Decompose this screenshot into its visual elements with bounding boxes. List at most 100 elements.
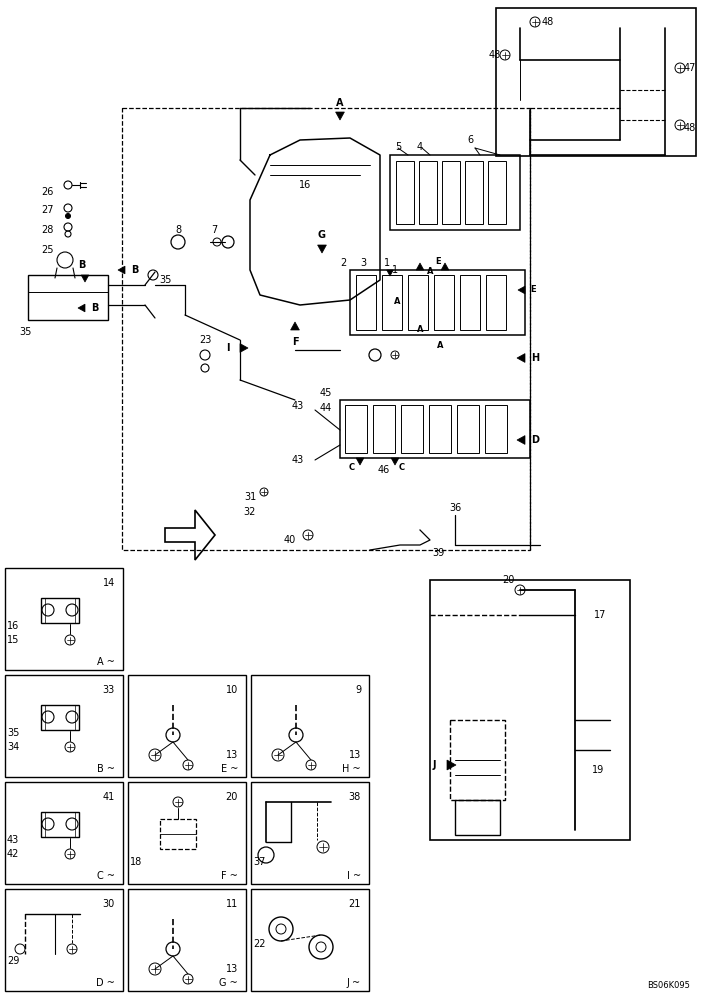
Bar [356,275,376,330]
Text: 31: 31 [244,492,256,502]
Text: 41: 41 [103,792,115,802]
Text: 8: 8 [175,225,181,235]
Polygon shape [447,760,456,770]
Text: 3: 3 [360,258,366,268]
Text: 39: 39 [432,548,444,558]
Polygon shape [291,322,299,330]
Text: 16: 16 [7,621,19,631]
Polygon shape [318,245,327,253]
Polygon shape [441,263,449,270]
Text: 18: 18 [130,857,142,867]
Text: C: C [399,462,405,472]
Text: 45: 45 [320,388,332,398]
Polygon shape [356,458,364,465]
Text: 43: 43 [292,455,304,465]
Text: H ~: H ~ [342,764,361,774]
Polygon shape [81,275,89,282]
Text: 35: 35 [159,275,171,285]
Text: B: B [78,260,86,270]
Polygon shape [517,436,525,444]
Text: 11: 11 [226,899,238,909]
Text: 43: 43 [7,835,19,845]
Text: J ~: J ~ [347,978,361,988]
Text: 27: 27 [41,205,54,215]
Text: 21: 21 [348,899,361,909]
Text: 5: 5 [395,142,401,152]
Text: D ~: D ~ [96,978,115,988]
Text: A: A [417,326,423,334]
Text: 9: 9 [355,685,361,695]
Text: 38: 38 [348,792,361,802]
Bar [429,405,451,453]
Text: D: D [531,435,539,445]
Bar [5,675,123,777]
Text: 46: 46 [378,465,390,475]
Text: 48: 48 [684,123,696,133]
Text: 42: 42 [7,849,19,859]
Text: 26: 26 [41,187,54,197]
Text: 35: 35 [7,728,19,738]
Bar [430,580,630,840]
Text: A: A [427,267,433,276]
Text: A: A [337,98,344,108]
Bar [408,275,428,330]
Text: 4: 4 [417,142,423,152]
Text: B: B [132,265,139,275]
Text: 29: 29 [7,956,19,966]
Polygon shape [336,112,344,120]
Bar [128,889,246,991]
Text: B: B [92,303,99,313]
Bar [455,800,500,835]
Bar [465,161,483,224]
Polygon shape [240,344,248,352]
Text: 1: 1 [384,258,390,268]
Text: 13: 13 [348,750,361,760]
Text: A: A [436,340,444,350]
Text: 7: 7 [211,225,217,235]
Bar [390,155,520,230]
Text: 15: 15 [7,635,19,645]
Bar [350,270,525,335]
Polygon shape [78,304,85,312]
Text: 10: 10 [226,685,238,695]
Text: G ~: G ~ [219,978,238,988]
Bar [251,889,369,991]
Text: E: E [530,286,536,294]
Polygon shape [118,266,125,274]
Text: 35: 35 [19,327,31,337]
Polygon shape [416,263,424,270]
Bar [251,675,369,777]
Text: 17: 17 [593,610,606,620]
Text: 20: 20 [225,792,238,802]
Text: A ~: A ~ [97,657,115,667]
Bar [340,400,530,458]
Bar [41,812,79,836]
Bar [485,405,507,453]
Bar [442,161,460,224]
Bar [41,597,79,622]
Circle shape [65,214,70,219]
Text: 40: 40 [284,535,296,545]
Text: 33: 33 [103,685,115,695]
Bar [160,819,196,849]
Text: 34: 34 [7,742,19,752]
Text: 1: 1 [392,265,398,275]
Text: 14: 14 [103,578,115,588]
Text: 47: 47 [684,63,696,73]
Text: I ~: I ~ [347,871,361,881]
Text: 48: 48 [542,17,554,27]
Text: B ~: B ~ [97,764,115,774]
Text: H: H [531,353,539,363]
Bar [460,275,480,330]
Bar [373,405,395,453]
Text: 30: 30 [103,899,115,909]
Bar [251,782,369,884]
Text: BS06K095: BS06K095 [647,980,690,990]
Text: 19: 19 [592,765,604,775]
Text: 23: 23 [199,335,211,345]
Bar [128,782,246,884]
Bar [28,275,108,320]
Text: 16: 16 [299,180,311,190]
Text: I: I [226,343,230,353]
Bar [128,675,246,777]
